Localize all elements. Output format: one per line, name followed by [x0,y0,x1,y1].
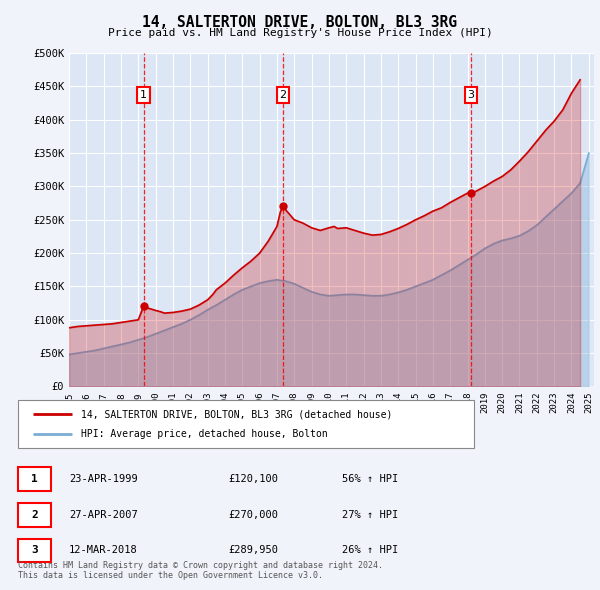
Text: 12-MAR-2018: 12-MAR-2018 [69,546,138,555]
Text: Price paid vs. HM Land Registry's House Price Index (HPI): Price paid vs. HM Land Registry's House … [107,28,493,38]
Text: 27-APR-2007: 27-APR-2007 [69,510,138,520]
Text: 23-APR-1999: 23-APR-1999 [69,474,138,484]
Text: 56% ↑ HPI: 56% ↑ HPI [342,474,398,484]
Text: 2: 2 [280,90,287,100]
Text: £289,950: £289,950 [228,546,278,555]
Text: 1: 1 [140,90,147,100]
Bar [18,467,51,491]
Text: 26% ↑ HPI: 26% ↑ HPI [342,546,398,555]
Text: £270,000: £270,000 [228,510,278,520]
Bar [18,539,51,562]
Bar [18,400,474,448]
Text: 3: 3 [31,546,38,555]
Text: 3: 3 [467,90,475,100]
Text: HPI: Average price, detached house, Bolton: HPI: Average price, detached house, Bolt… [81,430,328,440]
Bar [18,503,51,527]
Text: 27% ↑ HPI: 27% ↑ HPI [342,510,398,520]
Text: 14, SALTERTON DRIVE, BOLTON, BL3 3RG (detached house): 14, SALTERTON DRIVE, BOLTON, BL3 3RG (de… [81,409,392,419]
Text: 14, SALTERTON DRIVE, BOLTON, BL3 3RG: 14, SALTERTON DRIVE, BOLTON, BL3 3RG [143,15,458,30]
Text: 1: 1 [31,474,38,484]
Text: £120,100: £120,100 [228,474,278,484]
Text: Contains HM Land Registry data © Crown copyright and database right 2024.
This d: Contains HM Land Registry data © Crown c… [18,560,383,580]
Text: 2: 2 [31,510,38,520]
